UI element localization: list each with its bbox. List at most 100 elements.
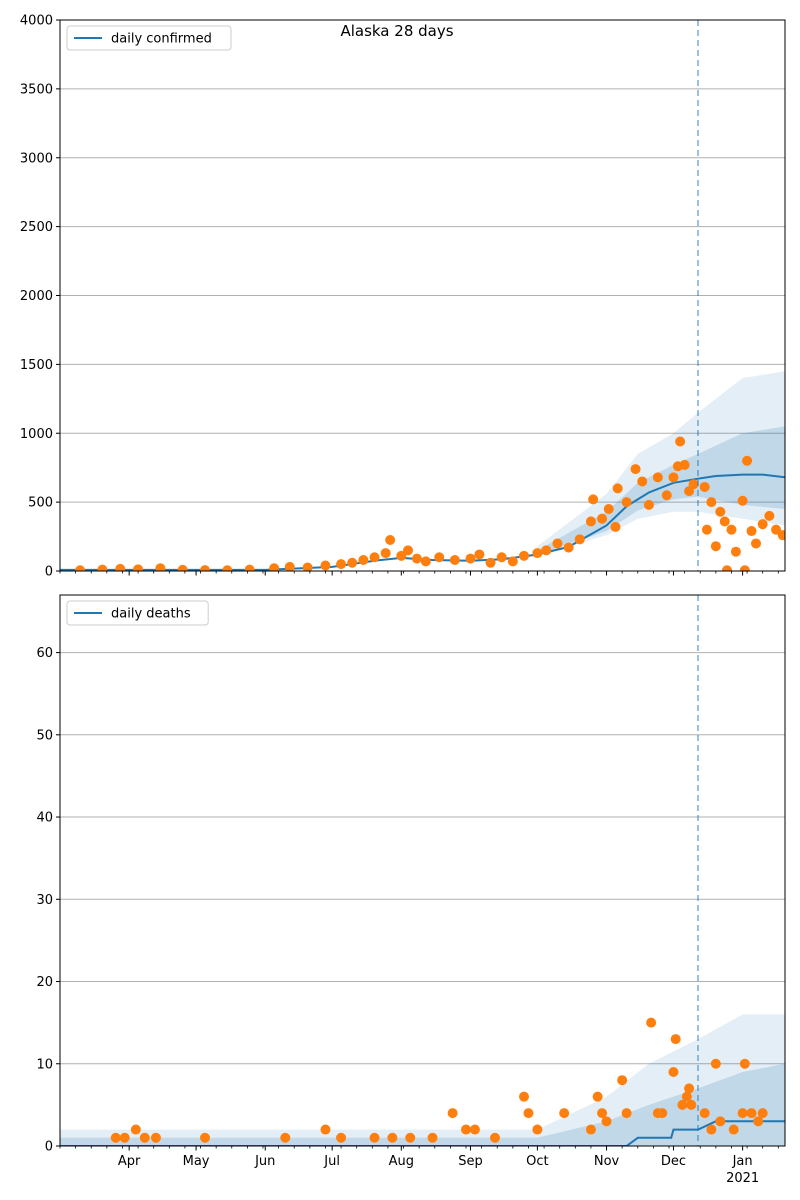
- observed-point: [621, 497, 632, 508]
- chart-title: Alaska 28 days: [340, 22, 453, 40]
- y-tick-label: 30: [36, 893, 53, 908]
- observed-point: [139, 1132, 150, 1143]
- observed-point: [630, 464, 641, 475]
- observed-point: [715, 506, 726, 517]
- observed-point: [222, 565, 233, 571]
- observed-point: [710, 1058, 721, 1069]
- observed-point: [244, 564, 255, 571]
- observed-point: [668, 1066, 679, 1077]
- observed-point: [150, 1132, 161, 1143]
- observed-point: [177, 564, 188, 571]
- observed-point: [612, 483, 623, 494]
- observed-point: [411, 553, 422, 564]
- observed-point: [610, 521, 621, 532]
- observed-point: [715, 1116, 726, 1127]
- observed-point: [280, 1132, 291, 1143]
- observed-point: [336, 1132, 347, 1143]
- observed-point: [563, 542, 574, 553]
- observed-point: [405, 1132, 416, 1143]
- legend-label: daily deaths: [111, 607, 191, 622]
- y-tick-label: 3500: [20, 82, 53, 97]
- observed-point: [403, 545, 413, 556]
- observed-point: [380, 548, 391, 559]
- observed-point: [574, 534, 585, 545]
- observed-point: [474, 549, 485, 560]
- legend-label: daily confirmed: [111, 32, 212, 47]
- observed-point: [115, 563, 126, 571]
- observed-point: [541, 545, 552, 556]
- observed-point: [706, 1124, 717, 1135]
- observed-point: [737, 495, 748, 506]
- x-tick-sublabel: 2021: [726, 1171, 759, 1186]
- observed-point: [686, 1099, 697, 1110]
- observed-point: [519, 1091, 529, 1102]
- plot-area: [60, 371, 785, 571]
- observed-point: [485, 557, 496, 568]
- observed-point: [110, 1132, 121, 1143]
- observed-point: [737, 1108, 748, 1119]
- observed-point: [688, 479, 699, 490]
- observed-point: [320, 560, 331, 571]
- observed-point: [757, 1108, 768, 1119]
- observed-point: [726, 524, 737, 535]
- observed-point: [119, 1132, 130, 1143]
- x-tick-label: Dec: [661, 1154, 686, 1169]
- x-tick-label: Sep: [458, 1154, 483, 1169]
- observed-point: [585, 516, 596, 527]
- observed-point: [420, 556, 431, 567]
- observed-point: [710, 541, 721, 552]
- plot-area: [60, 1014, 785, 1146]
- y-tick-label: 1000: [20, 427, 53, 442]
- observed-point: [681, 1091, 692, 1102]
- observed-point: [490, 1132, 500, 1143]
- observed-point: [347, 557, 358, 568]
- y-tick-label: 60: [36, 646, 53, 661]
- observed-point: [200, 1132, 210, 1143]
- observed-point: [496, 552, 507, 563]
- legend: daily confirmed: [66, 25, 232, 51]
- observed-point: [751, 538, 761, 549]
- observed-point: [679, 459, 690, 470]
- observed-point: [387, 1132, 398, 1143]
- observed-point: [684, 1083, 695, 1094]
- y-tick-label: 3000: [20, 151, 53, 166]
- observed-point: [559, 1108, 570, 1119]
- observed-point: [777, 530, 785, 541]
- observed-point: [519, 550, 529, 561]
- observed-point: [706, 497, 717, 508]
- observed-point: [739, 565, 750, 571]
- observed-point: [385, 535, 396, 546]
- legend: daily deaths: [66, 600, 209, 626]
- x-tick-label: Oct: [526, 1154, 548, 1169]
- x-tick-label: Jan: [732, 1154, 753, 1169]
- observed-point: [746, 1108, 757, 1119]
- x-tick-label: Nov: [594, 1154, 620, 1169]
- observed-point: [369, 552, 380, 563]
- y-tick-label: 20: [36, 975, 53, 990]
- deaths-chart: 0 10 20 30 40 50 60 Apr May Jun Jul Aug Sep Oct Nov Dec…: [36, 594, 786, 1186]
- observed-point: [742, 455, 753, 466]
- observed-point: [730, 546, 741, 557]
- y-tick-label: 40: [36, 811, 53, 826]
- observed-point: [447, 1108, 458, 1119]
- observed-point: [764, 510, 775, 521]
- observed-point: [646, 1017, 657, 1028]
- observed-point: [670, 1034, 681, 1045]
- confirmed-chart: 0 500 1000 1500 2000 2500 3000 3500 4000 daily co…: [20, 14, 786, 580]
- observed-point: [675, 436, 686, 447]
- observed-point: [652, 472, 663, 483]
- observed-point: [677, 1099, 688, 1110]
- observed-point: [701, 524, 712, 535]
- observed-point: [465, 553, 476, 564]
- x-tick-label: Apr: [118, 1154, 141, 1169]
- observed-point: [302, 562, 313, 571]
- y-tick-label: 500: [28, 496, 53, 511]
- observed-point: [657, 1108, 668, 1119]
- observed-point: [552, 538, 563, 549]
- observed-point: [155, 563, 166, 571]
- legend-box: [66, 600, 209, 626]
- observed-point: [532, 548, 543, 559]
- observed-point: [739, 1058, 750, 1069]
- observed-point: [461, 1124, 471, 1135]
- observed-point: [699, 481, 710, 492]
